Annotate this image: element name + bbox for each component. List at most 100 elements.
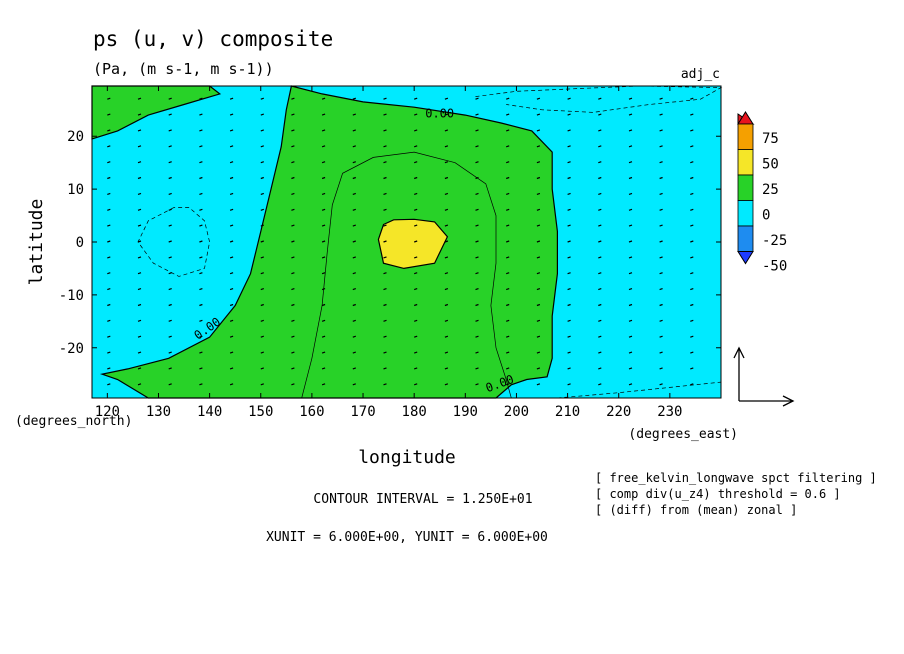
wind-vector [291, 319, 295, 322]
wind-vector [475, 240, 479, 243]
wind-vector [291, 272, 295, 275]
wind-vector [137, 192, 142, 195]
wind-vector [598, 176, 602, 180]
wind-vector [414, 335, 418, 338]
wind-vector [321, 319, 326, 322]
wind-vector [137, 256, 142, 259]
wind-vector [383, 272, 387, 275]
wind-vector [444, 240, 449, 243]
wind-vector [567, 113, 571, 116]
wind-vector [475, 319, 479, 322]
wind-vector [321, 288, 326, 291]
wind-vector [414, 303, 418, 307]
wind-vector [383, 192, 387, 195]
wind-vector [414, 319, 418, 322]
wind-vector [321, 383, 326, 386]
wind-vector [628, 367, 633, 370]
wind-vector [690, 367, 694, 370]
wind-vector [229, 145, 234, 148]
wind-vector [690, 335, 694, 338]
wind-vector [383, 288, 387, 291]
wind-vector [168, 351, 172, 354]
x-tick-label: 170 [350, 404, 375, 420]
wind-vector [690, 256, 694, 259]
wind-vector [536, 129, 541, 132]
wind-vector [137, 351, 142, 354]
wind-vector [506, 367, 510, 370]
colorbar-label: 25 [762, 182, 779, 198]
plot-area: 0.000.000.00 [91, 85, 723, 399]
wind-vector [321, 145, 326, 148]
wind-vector [536, 335, 541, 338]
wind-vector [107, 161, 111, 164]
wind-vector [444, 319, 449, 322]
wind-vector [475, 224, 479, 227]
x-tick-label: 230 [657, 404, 682, 420]
wind-vector [628, 288, 633, 291]
chart-title: ps (u, v) composite [93, 27, 333, 51]
x-tick-label: 210 [555, 404, 580, 420]
wind-vector [690, 161, 694, 164]
colorbar-label: 50 [762, 157, 779, 173]
wind-vector [260, 224, 264, 227]
filled-region-0 [99, 85, 559, 399]
wind-vector [352, 303, 356, 307]
wind-vector [659, 176, 663, 180]
wind-vector [383, 161, 387, 164]
wind-vector [598, 161, 602, 164]
wind-vector [567, 383, 571, 386]
wind-vector [690, 97, 694, 100]
wind-vector [567, 288, 571, 291]
wind-vector [567, 351, 571, 354]
chart-subtitle: (Pa, (m s-1, m s-1)) [93, 60, 274, 78]
wind-vector [659, 351, 663, 354]
wind-vector [137, 240, 142, 243]
wind-vector [352, 351, 356, 354]
wind-vector [260, 161, 264, 164]
wind-vector [199, 383, 203, 386]
wind-vector [414, 161, 418, 164]
wind-vector [260, 240, 264, 243]
wind-vector [168, 224, 172, 227]
wind-vector [260, 383, 264, 386]
wind-vector [168, 240, 172, 243]
wind-vector [291, 192, 295, 195]
wind-vector [628, 192, 633, 195]
wind-vector [352, 256, 356, 259]
wind-vector [475, 272, 479, 275]
wind-vector [444, 383, 449, 386]
x-tick-label: 220 [606, 404, 631, 420]
wind-vector [567, 256, 571, 259]
wind-vector [321, 335, 326, 338]
wind-vector [659, 272, 663, 275]
wind-vector [628, 224, 633, 227]
wind-vector [168, 272, 172, 275]
wind-vector [506, 97, 510, 100]
wind-vector [659, 240, 663, 243]
wind-vector [137, 319, 142, 322]
wind-vector [659, 319, 663, 322]
wind-vector [659, 192, 663, 195]
wind-vector [598, 129, 602, 132]
wind-vector [107, 367, 111, 370]
wind-vector [383, 319, 387, 322]
wind-vector [229, 288, 234, 291]
wind-vector [659, 288, 663, 291]
wind-vector [229, 256, 234, 259]
wind-vector [475, 113, 479, 116]
y-axis-label: latitude [26, 199, 47, 286]
wind-vector [475, 288, 479, 291]
wind-vector [260, 351, 264, 354]
wind-vector [690, 113, 694, 116]
wind-vector [199, 224, 203, 227]
wind-vector [107, 383, 111, 386]
wind-vector [506, 272, 510, 275]
wind-vector [475, 129, 479, 132]
wind-vector [659, 256, 663, 259]
wind-vector [107, 351, 111, 354]
wind-vector [444, 129, 449, 132]
wind-vector [567, 335, 571, 338]
wind-vector [567, 208, 571, 211]
x-tick-label: 190 [453, 404, 478, 420]
wind-vector [168, 367, 172, 370]
